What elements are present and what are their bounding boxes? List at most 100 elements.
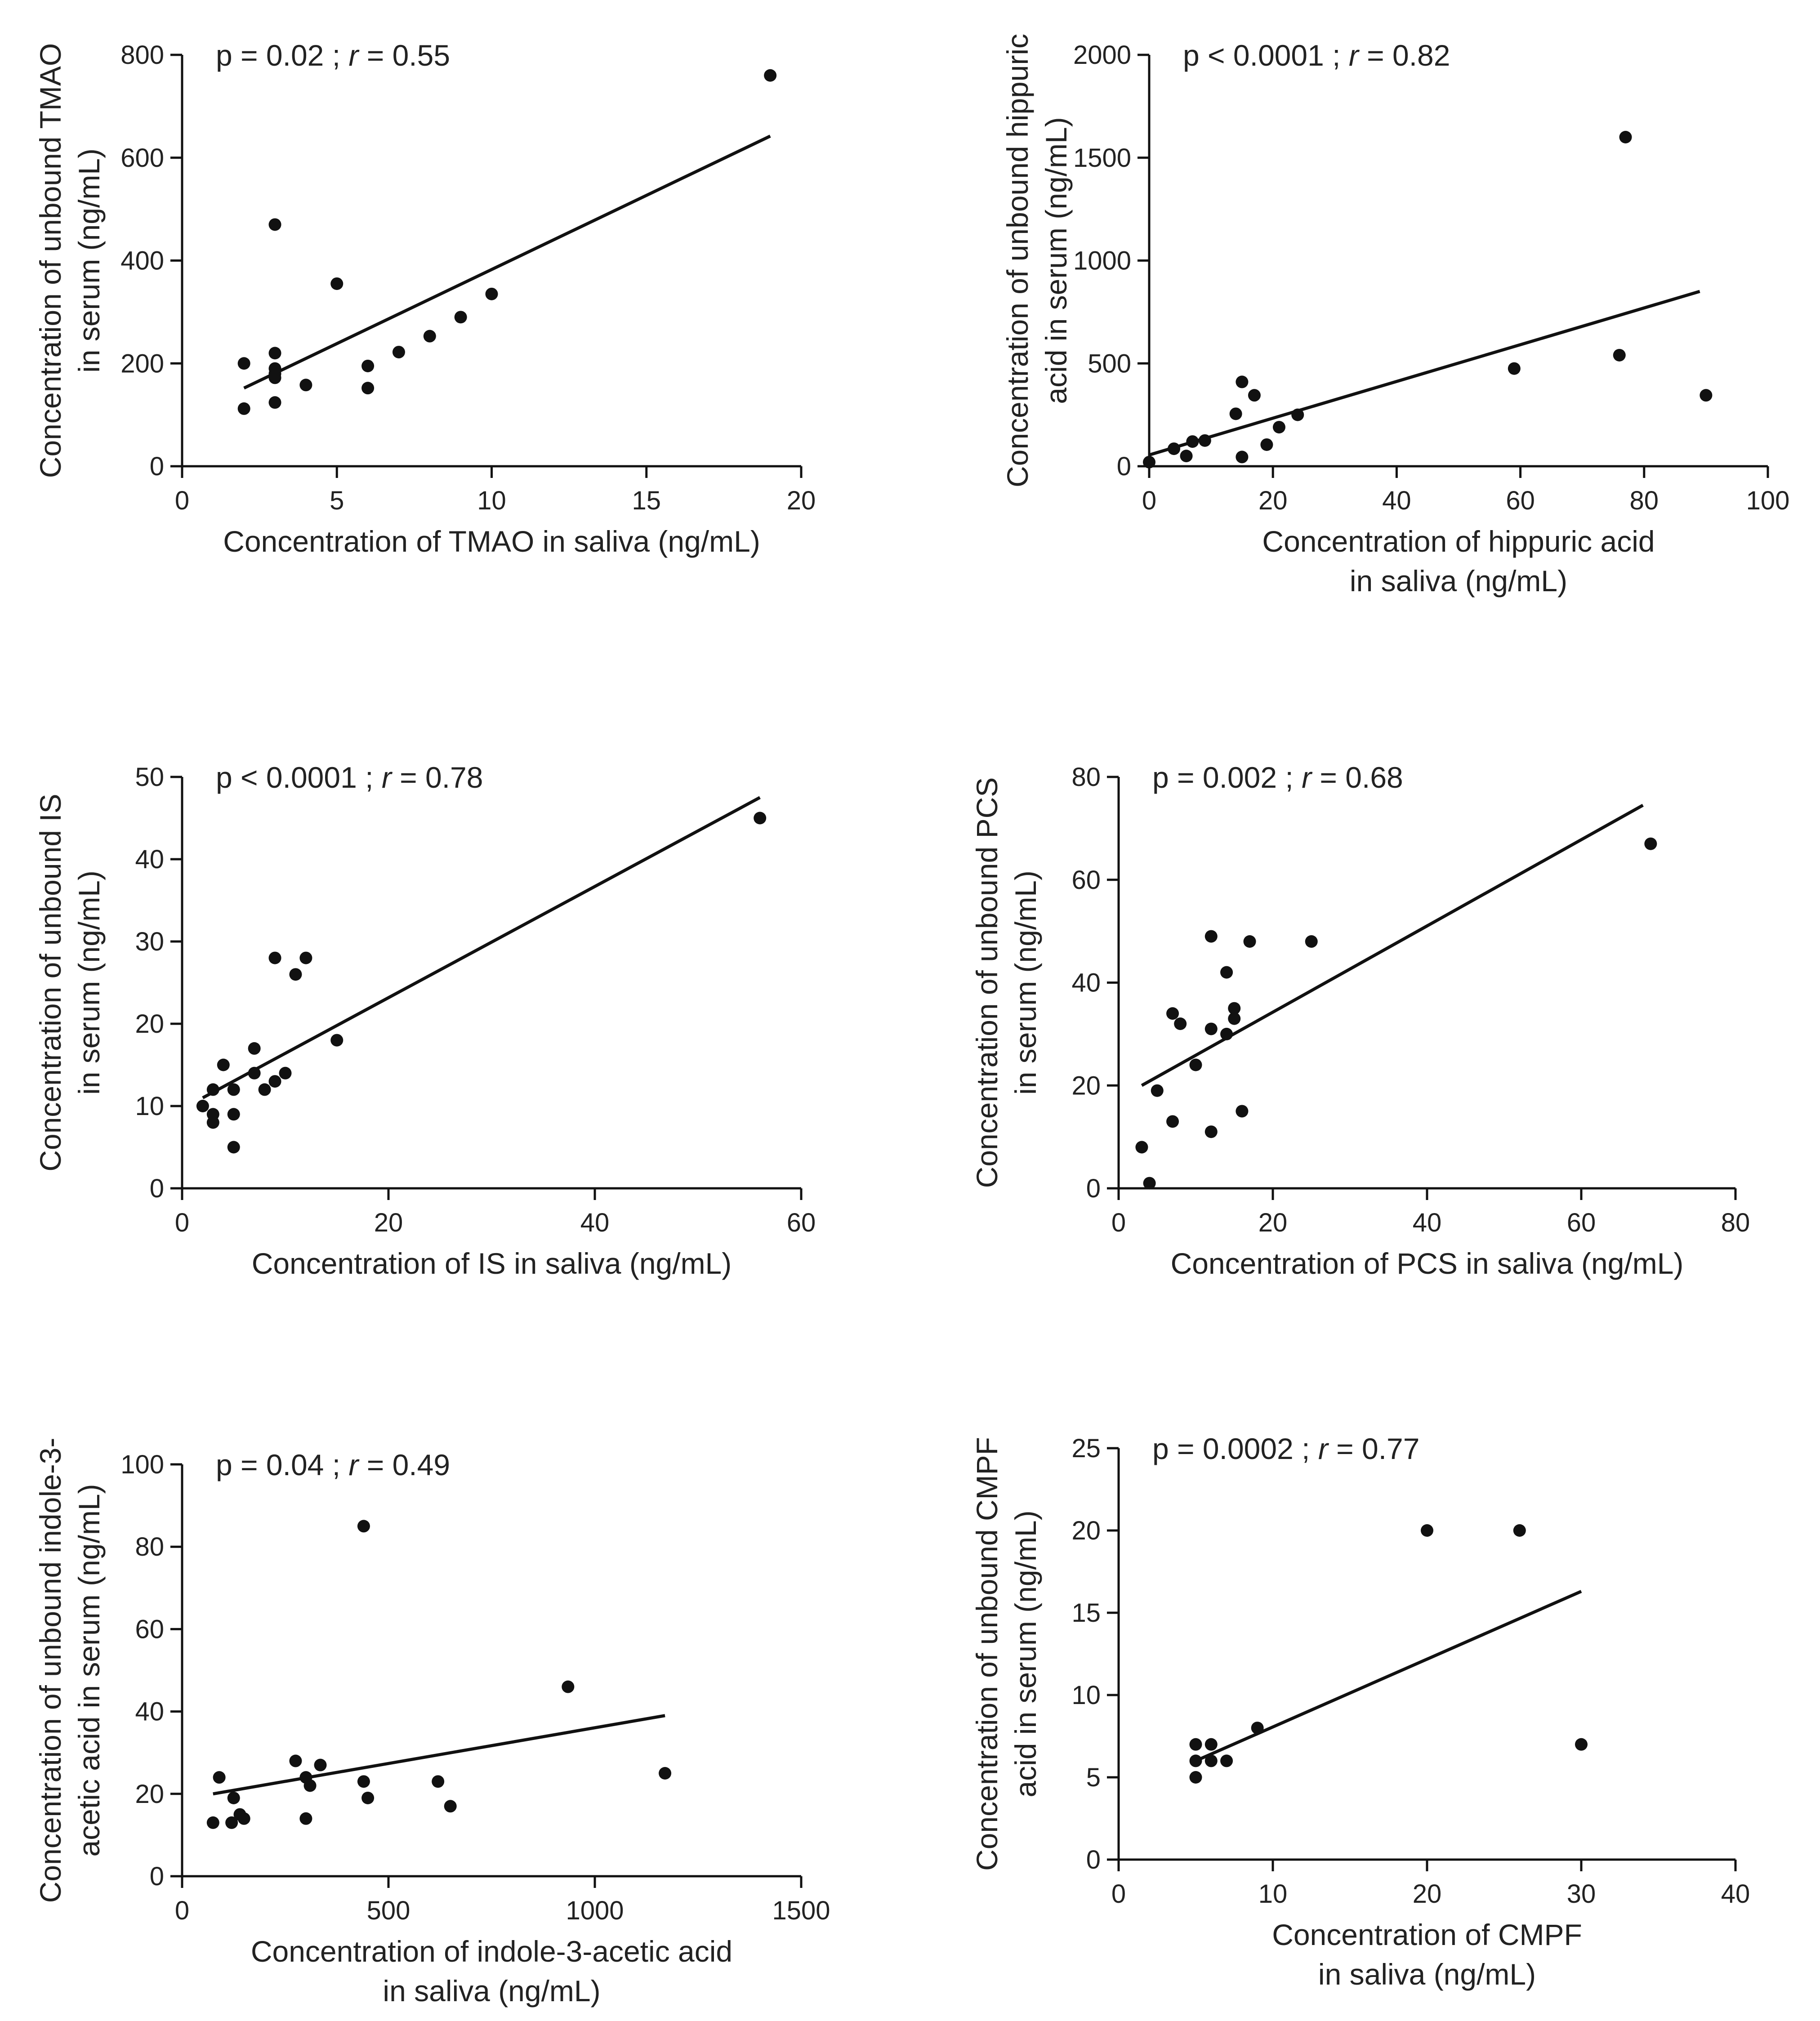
data-point xyxy=(1260,438,1273,451)
regression-line xyxy=(1149,290,1700,457)
data-point xyxy=(444,1800,457,1813)
stats-annotation: p = 0.002 ; r = 0.68 xyxy=(1152,761,1403,794)
data-point xyxy=(1151,1084,1164,1097)
data-point xyxy=(330,277,343,290)
data-point xyxy=(1189,1771,1202,1784)
data-point xyxy=(1508,362,1521,375)
x-tick-label: 80 xyxy=(1721,1208,1750,1237)
x-tick-label: 10 xyxy=(477,486,506,515)
r-value-text: = 0.82 xyxy=(1359,39,1450,72)
y-tick-label: 50 xyxy=(135,763,164,792)
y-tick-label: 500 xyxy=(1088,349,1131,378)
x-tick-label: 60 xyxy=(1567,1208,1596,1237)
x-tick-label: 0 xyxy=(175,1896,189,1925)
data-point xyxy=(237,1812,250,1825)
data-point xyxy=(1198,434,1211,447)
y-tick-label: 1500 xyxy=(1073,143,1131,173)
data-point xyxy=(1166,1115,1179,1128)
x-tick-label: 20 xyxy=(374,1208,403,1237)
data-point xyxy=(299,1812,312,1825)
y-tick-label: 25 xyxy=(1071,1434,1101,1463)
x-axis-title: in saliva (ng/mL) xyxy=(383,1974,600,2008)
x-tick-label: 40 xyxy=(1413,1208,1442,1237)
y-tick-label: 10 xyxy=(135,1092,164,1121)
data-point xyxy=(1189,1058,1202,1071)
data-point xyxy=(206,1083,219,1096)
x-tick-label: 0 xyxy=(175,1208,189,1237)
y-tick-label: 5 xyxy=(1086,1763,1101,1792)
data-point xyxy=(268,396,281,409)
data-point xyxy=(268,951,281,964)
data-point xyxy=(1236,1105,1249,1118)
data-point xyxy=(268,347,281,360)
y-tick-label: 0 xyxy=(150,1862,164,1891)
y-tick-label: 20 xyxy=(135,1009,164,1039)
x-tick-label: 100 xyxy=(1746,486,1790,515)
regression-line xyxy=(202,796,761,1099)
y-tick-label: 80 xyxy=(135,1532,164,1561)
data-point xyxy=(432,1775,445,1788)
data-point xyxy=(1248,389,1261,402)
data-point xyxy=(268,371,281,384)
data-point xyxy=(1180,450,1193,463)
data-point xyxy=(227,1141,240,1154)
y-axis-title: acid in serum (ng/mL) xyxy=(1039,117,1073,404)
x-axis-title: Concentration of TMAO in saliva (ng/mL) xyxy=(223,525,760,558)
y-tick-label: 0 xyxy=(1117,452,1131,481)
x-tick-label: 60 xyxy=(1506,486,1535,515)
data-point xyxy=(299,379,312,392)
data-point xyxy=(1174,1017,1187,1030)
x-tick-label: 5 xyxy=(330,486,344,515)
data-point xyxy=(217,1058,230,1071)
x-tick-label: 20 xyxy=(1413,1879,1442,1909)
y-tick-label: 20 xyxy=(1071,1071,1101,1100)
r-value-text: = 0.68 xyxy=(1311,761,1403,794)
data-point xyxy=(1186,435,1199,448)
y-tick-label: 600 xyxy=(120,143,164,173)
data-point xyxy=(1619,131,1632,143)
x-axis-title: Concentration of hippuric acid xyxy=(1262,525,1655,558)
y-tick-label: 100 xyxy=(120,1450,164,1479)
x-tick-label: 20 xyxy=(1258,486,1288,515)
y-tick-label: 2000 xyxy=(1073,40,1131,70)
x-tick-label: 20 xyxy=(787,486,816,515)
data-point xyxy=(1204,1754,1218,1767)
x-tick-label: 40 xyxy=(1382,486,1411,515)
data-point xyxy=(1189,1738,1202,1751)
chart-panel-3: 0 20 40 60 0 10 20 30 40 50 p < 0.0001 ; r = 0.78 C… xyxy=(34,761,816,1280)
y-tick-label: 40 xyxy=(1071,968,1101,998)
data-point xyxy=(1204,1738,1218,1751)
data-point xyxy=(299,951,312,964)
data-point xyxy=(1251,1722,1264,1735)
data-point xyxy=(1644,837,1657,850)
y-tick-label: 0 xyxy=(150,1174,164,1203)
data-point xyxy=(1220,966,1233,979)
data-point xyxy=(268,218,281,231)
y-tick-label: 400 xyxy=(120,246,164,276)
y-axis-title: Concentration of unbound CMPF xyxy=(970,1437,1004,1871)
data-point xyxy=(258,1083,271,1096)
r-value-text: = 0.77 xyxy=(1328,1432,1420,1465)
data-point xyxy=(1700,389,1713,402)
x-tick-label: 1000 xyxy=(566,1896,624,1925)
p-value-text: p = 0.002 ; xyxy=(1152,761,1302,794)
data-point xyxy=(1236,451,1249,464)
p-value-text: p < 0.0001 ; xyxy=(216,761,382,794)
data-point xyxy=(1220,1754,1233,1767)
y-axis-title: Concentration of unbound indole-3- xyxy=(34,1438,67,1903)
r-value-text: = 0.55 xyxy=(358,39,450,72)
x-tick-label: 20 xyxy=(1258,1208,1288,1237)
y-axis-title: acetic acid in serum (ng/mL) xyxy=(72,1484,106,1857)
x-axis-title: Concentration of IS in saliva (ng/mL) xyxy=(252,1247,732,1280)
data-point xyxy=(196,1100,209,1112)
data-point xyxy=(248,1042,261,1055)
y-tick-label: 80 xyxy=(1071,763,1101,792)
y-tick-label: 0 xyxy=(1086,1174,1101,1203)
p-value-text: p = 0.04 ; xyxy=(216,1448,348,1481)
data-point xyxy=(357,1775,370,1788)
data-point xyxy=(1204,1125,1218,1138)
x-axis-title: in saliva (ng/mL) xyxy=(1318,1958,1536,1991)
data-point xyxy=(454,311,467,324)
data-point xyxy=(237,357,250,370)
r-label: r xyxy=(348,39,360,72)
